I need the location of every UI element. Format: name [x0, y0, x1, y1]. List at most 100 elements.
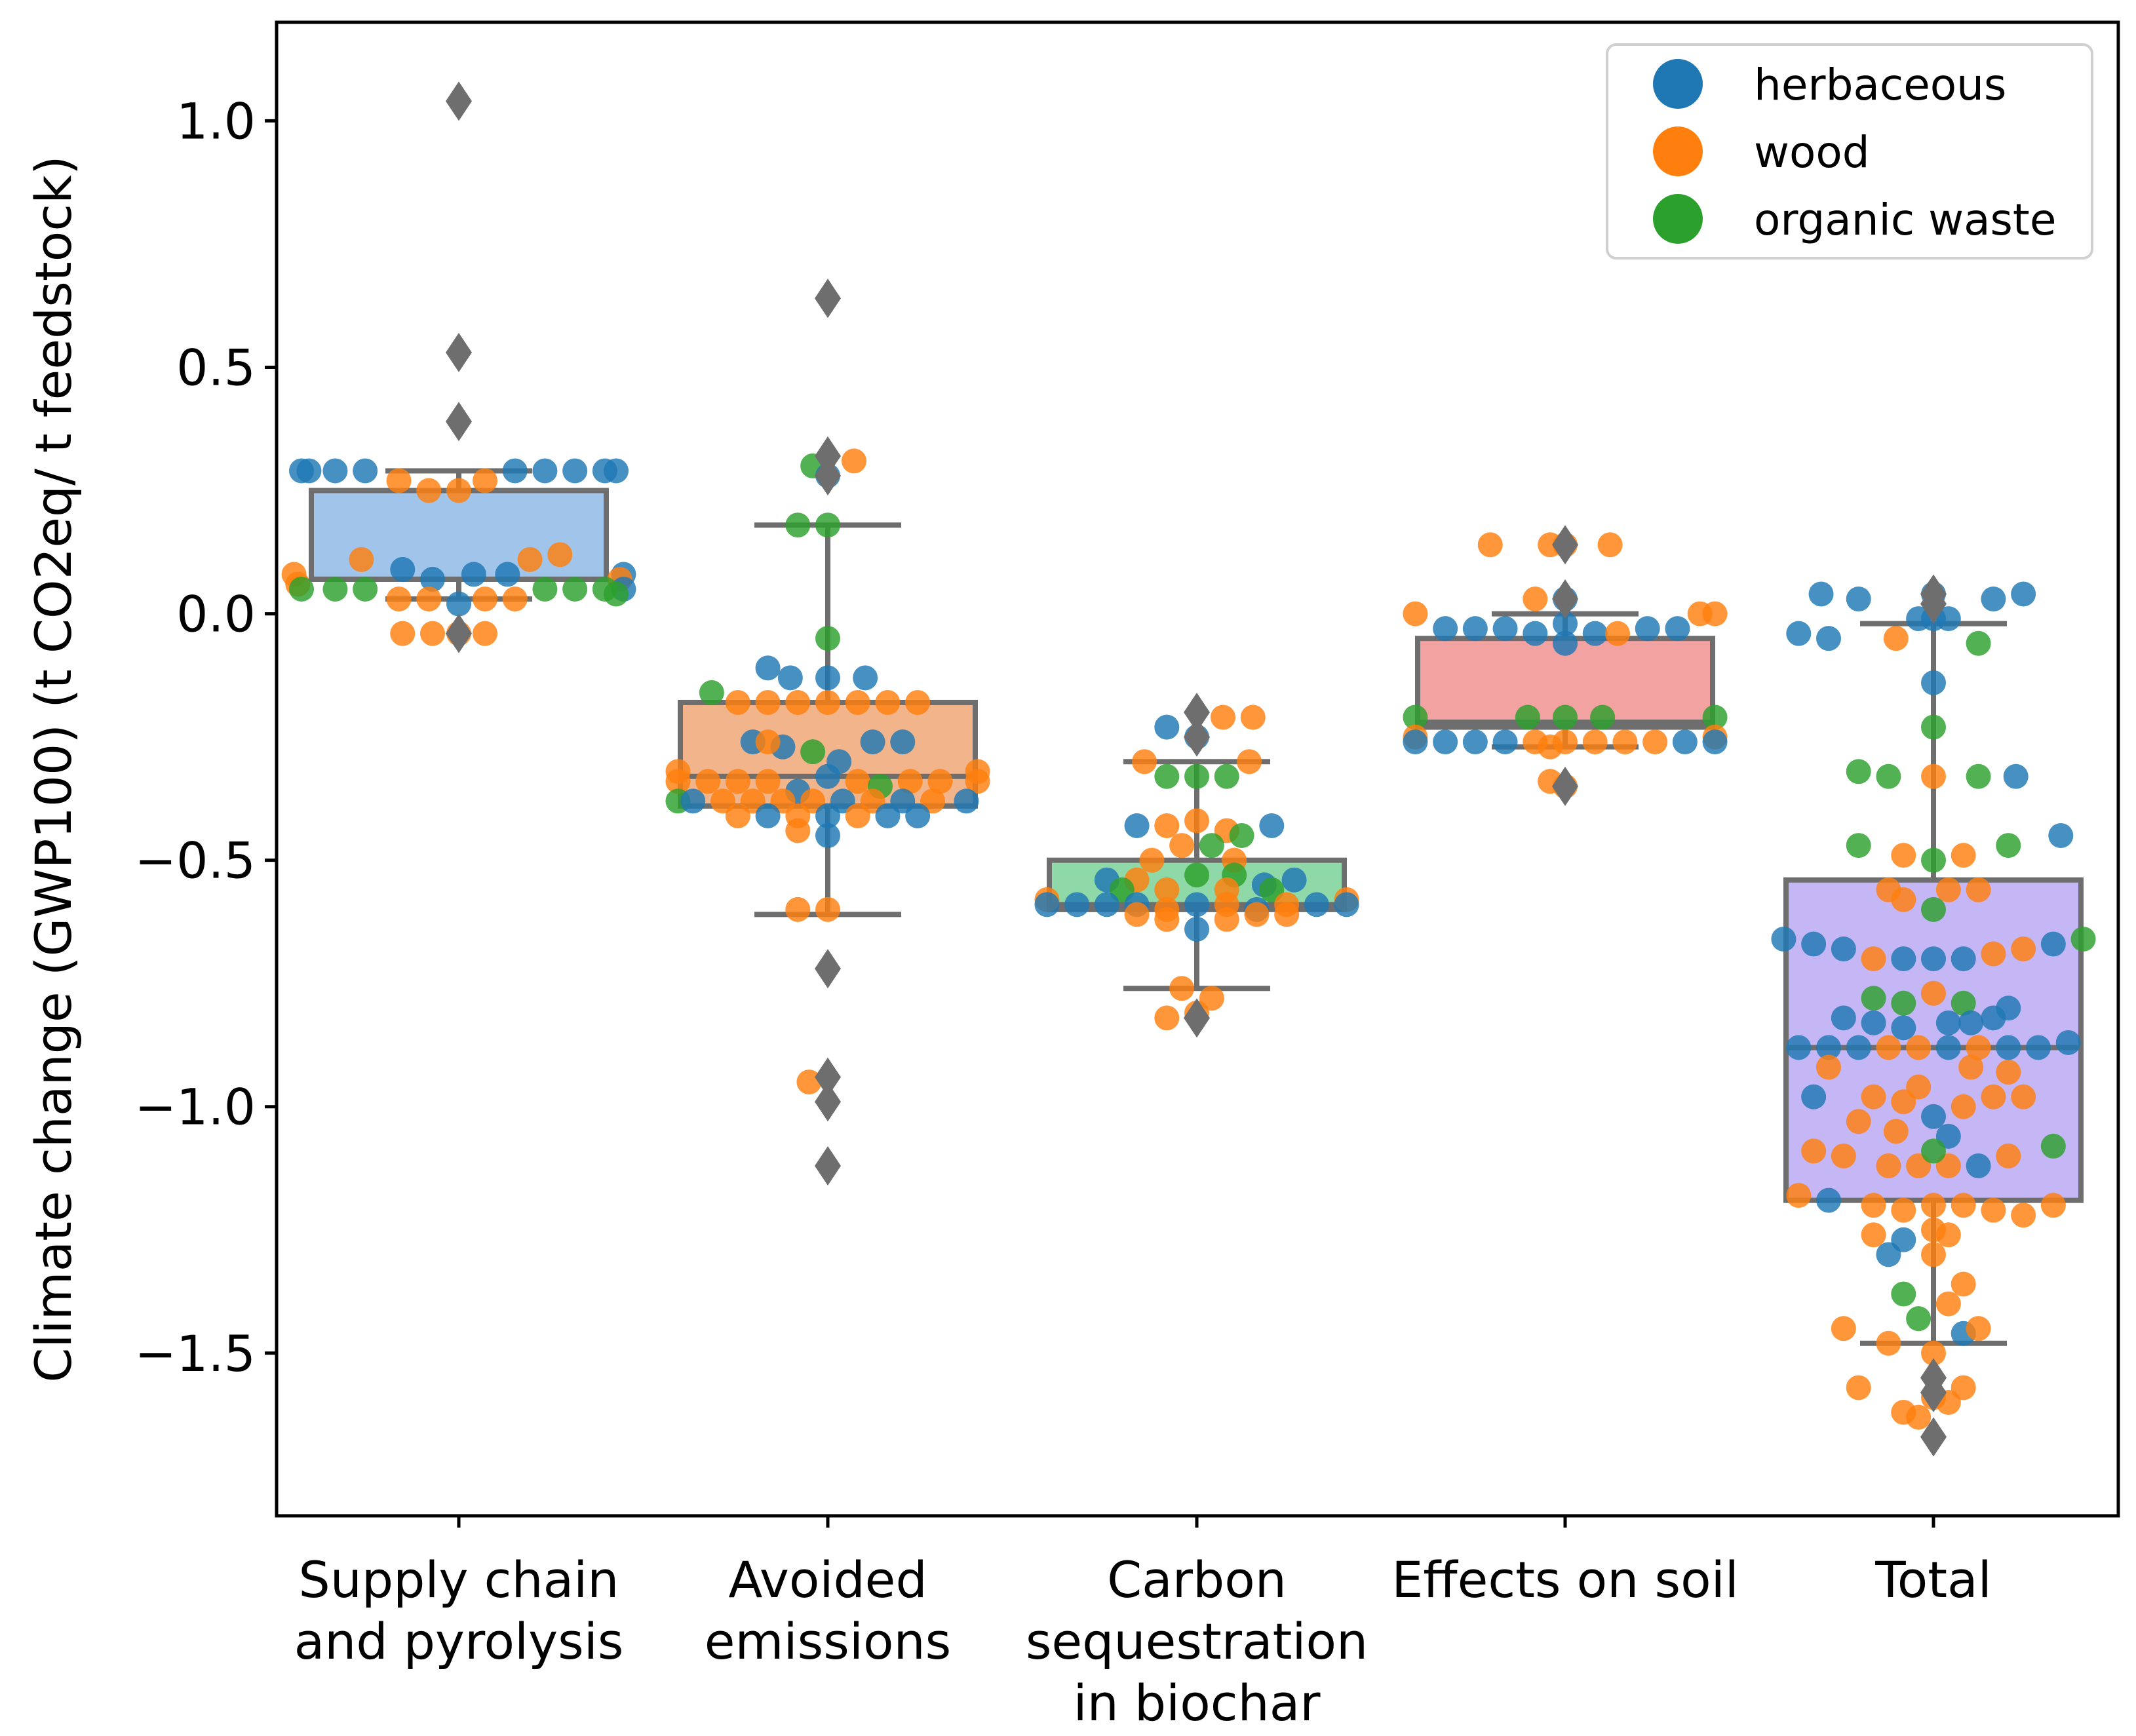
y-tick-label: 0.0	[176, 585, 256, 644]
point-avoided	[905, 689, 931, 715]
point-total	[1846, 1035, 1871, 1060]
point-supply	[473, 468, 497, 493]
point-avoided	[815, 803, 840, 828]
point-soil	[1433, 729, 1458, 755]
point-supply	[461, 562, 486, 587]
legend: herbaceous wood organic waste	[1606, 43, 2093, 260]
point-supply	[604, 581, 629, 607]
point-total	[1771, 926, 1796, 952]
point-total	[1935, 1222, 1961, 1248]
point-soil	[1665, 616, 1690, 642]
point-supply	[416, 478, 442, 503]
point-total	[2048, 823, 2074, 849]
point-total	[2070, 926, 2096, 952]
point-avoided	[853, 665, 878, 691]
point-total	[1981, 1197, 2006, 1223]
legend-marker	[1653, 194, 1703, 244]
point-total	[1935, 1010, 1961, 1035]
point-supply	[517, 547, 543, 572]
point-soil	[1515, 704, 1540, 730]
point-carbon	[1229, 823, 1254, 849]
point-total	[1846, 759, 1871, 784]
point-total	[1906, 1404, 1932, 1430]
legend-marker	[1653, 59, 1703, 109]
point-avoided	[845, 689, 870, 715]
y-axis: 1.0 0.5 0.0 −0.5 −1.0 −1.5	[134, 92, 277, 1383]
point-soil	[1492, 729, 1518, 755]
point-total	[1981, 941, 2006, 967]
point-total	[1891, 843, 1916, 868]
point-avoided	[965, 769, 990, 794]
point-total	[1951, 1094, 1976, 1119]
point-total	[1935, 606, 1961, 632]
point-total	[2040, 1193, 2066, 1218]
x-tick-label-carbon: sequestration	[1026, 1612, 1368, 1670]
point-soil	[1553, 704, 1578, 730]
swarm-layer	[281, 448, 2096, 1430]
y-axis-label: Climate change (GWP100) (t CO2eq/ t feed…	[24, 155, 83, 1382]
outlier-soil	[1552, 766, 1578, 806]
point-total	[1861, 986, 1886, 1011]
point-supply	[296, 458, 322, 484]
point-total	[1816, 1054, 1841, 1080]
point-soil	[1702, 704, 1728, 730]
point-supply	[322, 458, 348, 484]
point-avoided	[755, 803, 781, 828]
flier-layer	[446, 81, 1947, 1457]
point-supply	[532, 576, 558, 602]
point-soil	[1612, 729, 1638, 755]
point-carbon	[1124, 902, 1150, 927]
point-total	[1786, 621, 1812, 646]
point-total	[2003, 763, 2029, 789]
point-carbon	[1259, 813, 1285, 838]
point-carbon	[1199, 833, 1224, 858]
point-total	[1786, 1035, 1812, 1060]
point-avoided	[777, 665, 803, 691]
point-avoided	[785, 512, 811, 538]
x-tick-label-carbon: Carbon	[1107, 1551, 1287, 1609]
point-soil	[1672, 729, 1698, 755]
point-avoided	[927, 769, 953, 794]
point-supply	[562, 576, 588, 602]
point-soil	[1462, 729, 1488, 755]
point-soil	[1538, 734, 1563, 760]
point-avoided	[725, 769, 750, 794]
point-total	[1831, 1005, 1856, 1031]
point-avoided	[905, 803, 931, 828]
point-soil	[1635, 616, 1660, 642]
point-total	[1816, 1035, 1841, 1060]
point-avoided	[845, 803, 870, 828]
point-total	[1935, 1291, 1961, 1317]
point-total	[2055, 1030, 2081, 1055]
x-tick-label-total: Total	[1874, 1551, 1992, 1609]
point-soil	[1702, 729, 1728, 755]
outlier-total	[1920, 584, 1947, 624]
point-total	[1816, 1187, 1841, 1213]
point-carbon	[1237, 749, 1262, 775]
point-total	[1801, 1138, 1827, 1164]
point-supply	[420, 621, 445, 646]
point-total	[1996, 833, 2021, 858]
outlier-avoided	[815, 949, 841, 989]
x-tick-label-supply: and pyrolysis	[294, 1612, 624, 1670]
point-total	[1876, 1153, 1901, 1178]
point-carbon	[1240, 704, 1266, 730]
point-carbon	[1211, 704, 1235, 730]
point-total	[1891, 1281, 1916, 1307]
point-total	[1846, 1109, 1871, 1134]
point-total	[2040, 931, 2066, 957]
point-avoided	[755, 729, 781, 755]
point-total	[1861, 1193, 1886, 1218]
point-total	[1981, 587, 2006, 612]
point-total	[1831, 936, 1856, 962]
point-carbon	[1034, 892, 1060, 917]
point-carbon	[1169, 976, 1195, 1001]
point-total	[1876, 1242, 1901, 1267]
point-avoided	[699, 680, 724, 705]
legend-frame	[1606, 43, 2093, 260]
legend-marker	[1653, 126, 1703, 176]
point-avoided	[815, 512, 840, 538]
point-total	[1966, 763, 1991, 789]
point-total	[1921, 763, 1946, 789]
